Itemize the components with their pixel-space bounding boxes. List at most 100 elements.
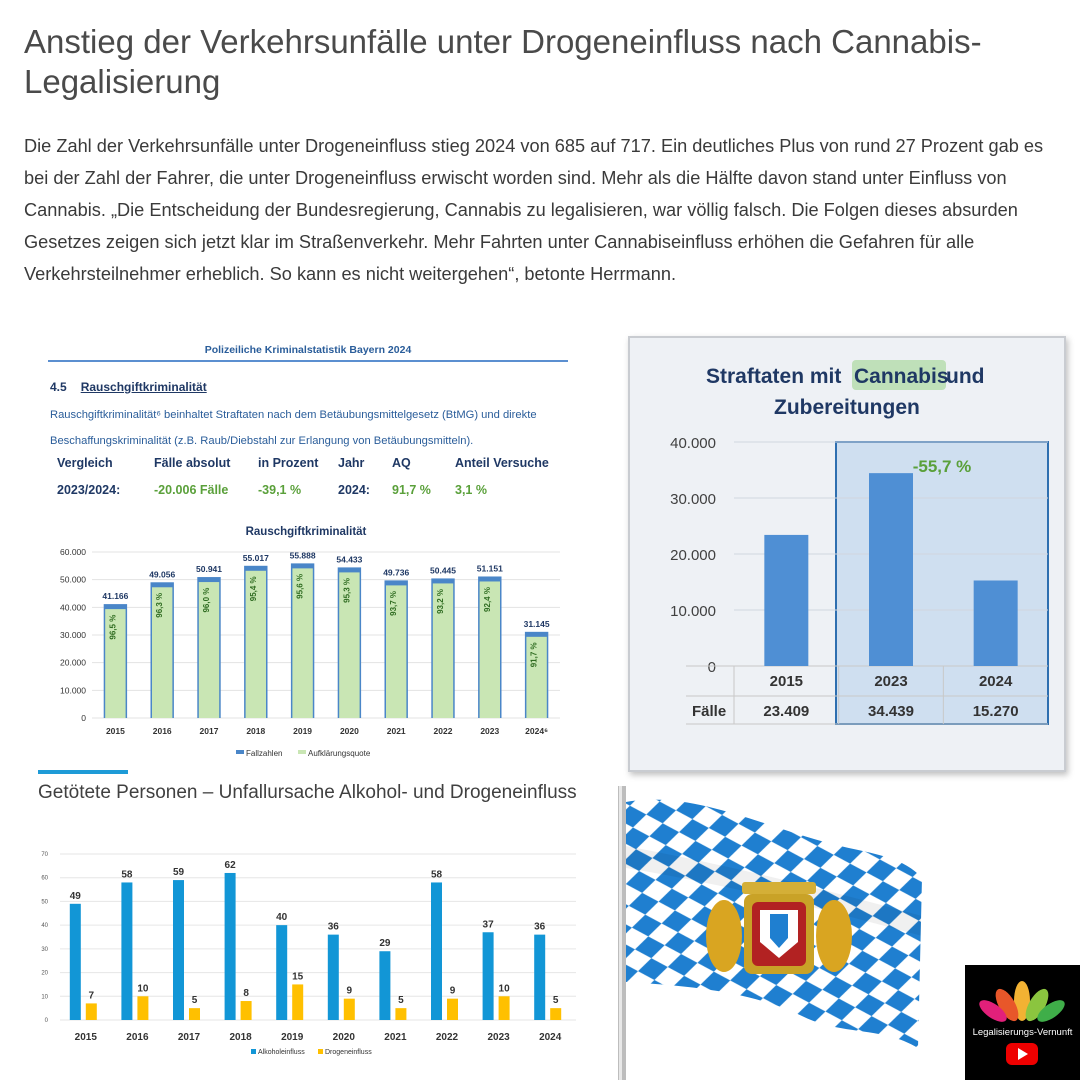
legend-swatch-drogen (318, 1049, 323, 1054)
quota-label: 92,4 % (483, 587, 492, 612)
bar-alkoholeinfluss (534, 934, 546, 1020)
quota-label: 95,6 % (296, 574, 305, 599)
lotus-icon (979, 981, 1065, 1022)
y-tick-label: 0 (708, 659, 716, 676)
section-number: 4.5 (50, 380, 67, 394)
bar-aufklaerungsquote (479, 581, 500, 718)
bar-drogeneinfluss (292, 984, 304, 1020)
legend-label: Alkoholeinfluss (258, 1049, 305, 1056)
y-tick-label: 40 (41, 923, 48, 929)
bar-value-label: 29 (379, 938, 391, 949)
headline: Anstieg der Verkehrsunfälle unter Drogen… (24, 23, 982, 100)
bar-alkoholeinfluss (224, 872, 236, 1020)
chart-title-part: und (946, 365, 984, 388)
bar-value-label: 15 (292, 971, 304, 982)
rauschgift-chart: Rauschgiftkriminalität 0 10.000 20.000 30.00… (60, 526, 560, 758)
bar-aufklaerungsquote (339, 572, 360, 718)
y-tick-label: 30 (41, 947, 48, 953)
youtube-icon[interactable] (1006, 1043, 1038, 1065)
bar-cannabis (869, 473, 913, 666)
bar-value-label: 50.941 (196, 564, 222, 574)
quota-label: 96,0 % (202, 588, 211, 613)
bar-value-label: 58 (121, 869, 133, 880)
bar-value-label: 5 (398, 995, 404, 1006)
y-tick-label: 20 (41, 971, 48, 977)
bar-value-label: 51.151 (477, 563, 503, 573)
x-tick-label: 2022 (434, 726, 453, 736)
bar-alkoholeinfluss (276, 925, 288, 1020)
quota-label: 96,5 % (108, 615, 117, 640)
y-tick-label: 60 (41, 876, 48, 882)
legend-swatch-quota (298, 750, 306, 754)
bar-alkoholeinfluss (431, 882, 442, 1020)
cmp-value-0: 2023/2024: (57, 483, 121, 497)
bar-drogeneinfluss (240, 1001, 252, 1020)
bar-value-label: 10 (137, 983, 149, 994)
x-tick-label: 2018 (229, 1032, 252, 1043)
bar-value-label: 49 (70, 891, 82, 902)
bar-value-label: 37 (483, 919, 495, 930)
x-tick-label: 2024 (979, 673, 1013, 690)
bar-aufklaerungsquote (432, 583, 454, 718)
bar-drogeneinfluss (85, 1003, 97, 1020)
quota-label: 95,4 % (249, 576, 258, 601)
chart-title: Rauschgiftkriminalität (246, 526, 367, 538)
bar-value-label: 58 (431, 869, 443, 880)
bar-cannabis (764, 534, 809, 666)
y-tick-label: 40.000 (670, 435, 716, 452)
bar-value-label: 9 (450, 986, 456, 997)
legend-label: Aufklärungsquote (308, 749, 371, 758)
bar-value-label: 7 (89, 990, 95, 1001)
highlight-box (852, 360, 946, 390)
bar-value-label: 10 (499, 983, 511, 994)
x-tick-label: 2018 (246, 726, 265, 736)
row-label: Fälle (692, 703, 726, 720)
x-tick-label: 2024⁶ (525, 726, 548, 736)
x-tick-label: 2023 (874, 673, 907, 690)
y-tick-label: 70 (41, 852, 48, 858)
bar-value-label: 55.017 (243, 553, 269, 563)
quota-label: 93,2 % (436, 589, 445, 614)
fatalities-title: Getötete Personen – Unfallursache Alkoho… (38, 782, 577, 803)
y-tick-label: 60.000 (60, 547, 86, 557)
y-tick-label: 20.000 (670, 547, 716, 564)
cmp-header-0: Vergleich (57, 456, 113, 470)
quota-label: 91,7 % (530, 642, 539, 667)
cmp-header-3: Jahr (338, 456, 365, 470)
chart-title-highlight: Cannabis (854, 365, 949, 388)
accent-rule (38, 770, 128, 774)
bar-value-label: 31.145 (524, 619, 550, 629)
pks-header-rule (48, 360, 568, 362)
section-heading: 4.5 Rauschgiftkriminalität (50, 380, 207, 394)
bar-value-label: 54.433 (336, 554, 362, 564)
bar-value-label: 62 (225, 860, 237, 871)
cmp-value-1: -20.006 Fälle (154, 483, 229, 497)
pks-header: Polizeiliche Kriminalstatistik Bayern 20… (204, 344, 412, 356)
y-tick-label: 50 (41, 899, 48, 905)
bar-cannabis (973, 580, 1018, 666)
x-tick-label: 2022 (436, 1032, 459, 1043)
y-tick-label: 10.000 (60, 685, 86, 695)
bar-value-label: 59 (173, 867, 185, 878)
legend-label: Drogeneinfluss (325, 1049, 372, 1056)
bar-aufklaerungsquote (198, 582, 220, 718)
bar-alkoholeinfluss (482, 932, 494, 1020)
x-tick-label: 2021 (387, 726, 406, 736)
cmp-value-2: -39,1 % (258, 483, 302, 497)
legend-label: Fallzahlen (246, 749, 282, 758)
bar-value-label: 5 (192, 995, 198, 1006)
bar-aufklaerungsquote (292, 568, 313, 718)
cmp-value-4: 91,7 % (392, 483, 431, 497)
bar-aufklaerungsquote (386, 585, 407, 718)
y-tick-label: 40.000 (60, 602, 86, 612)
x-tick-label: 2017 (178, 1032, 201, 1043)
y-tick-label: 0 (45, 1018, 49, 1024)
x-tick-label: 2021 (384, 1032, 407, 1043)
article-text: Die Zahl der Verkehrsunfälle unter Droge… (24, 136, 1044, 284)
bar-drogeneinfluss (189, 1008, 200, 1020)
x-tick-label: 2019 (281, 1032, 304, 1043)
section-description: Rauschgiftkriminalität⁶ beinhaltet Straf… (50, 409, 537, 447)
x-tick-label: 2015 (770, 673, 803, 690)
bar-drogeneinfluss (395, 1008, 407, 1020)
cmp-header-5: Anteil Versuche (455, 456, 549, 470)
